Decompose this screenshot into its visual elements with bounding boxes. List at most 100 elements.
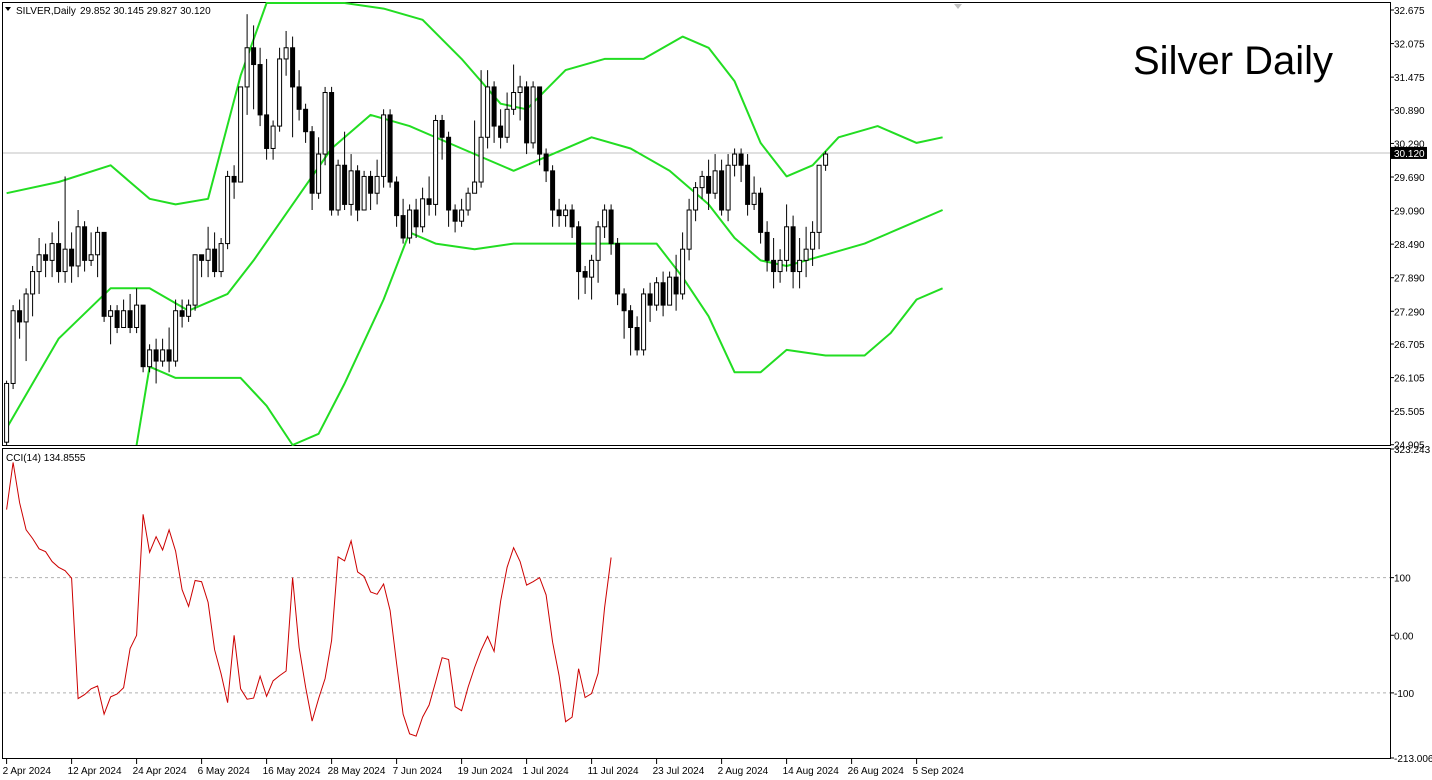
candle-bull	[680, 248, 686, 295]
candle-bear	[251, 47, 257, 66]
time-tick-label: 2 Aug 2024	[718, 766, 769, 777]
time-tick-label: 23 Jul 2024	[653, 766, 705, 777]
candle-bull	[75, 226, 81, 267]
candle-bear	[758, 192, 764, 233]
candle-bull	[270, 125, 276, 149]
candle-bear	[82, 226, 88, 261]
time-tick-label: 6 May 2024	[198, 766, 251, 777]
candle-bull	[30, 271, 36, 295]
time-tick-label: 12 Apr 2024	[68, 766, 122, 777]
candle-bear	[413, 209, 419, 228]
cci-tick-label: -213.006	[1394, 754, 1432, 765]
candle-bull	[225, 175, 231, 245]
candle-bull	[810, 231, 816, 250]
candle-bear	[69, 248, 75, 267]
candle-bull	[504, 108, 510, 138]
price-tick-label: 25.505	[1394, 407, 1425, 418]
candle-bear	[394, 181, 400, 217]
candle-bull	[823, 153, 829, 166]
candle-bull	[699, 175, 705, 189]
candle-bear	[582, 271, 588, 278]
candle-bull	[335, 164, 341, 211]
candle-bull	[374, 175, 380, 194]
candle-bear	[446, 136, 452, 211]
candle-bull	[192, 254, 198, 306]
candle-bull	[134, 304, 140, 329]
candle-bear	[127, 310, 133, 329]
cci-panel-frame	[2, 448, 1391, 759]
candle-bear	[166, 349, 172, 362]
candle-bear	[764, 231, 770, 261]
candle-bear	[290, 47, 296, 88]
candle-bull	[88, 254, 94, 261]
time-tick-label: 16 May 2024	[263, 766, 321, 777]
candle-bear	[212, 248, 218, 273]
candle-bull	[108, 310, 114, 317]
candle-bear	[17, 310, 23, 323]
candle-bear	[56, 243, 62, 273]
candle-bear	[498, 125, 504, 138]
candle-bull	[725, 164, 731, 211]
time-tick-label: 19 Jun 2024	[458, 766, 513, 777]
candle-bear	[790, 226, 796, 273]
candle-bull	[62, 248, 68, 273]
time-tick-label: 1 Jul 2024	[523, 766, 570, 777]
bollinger-lower-band	[135, 231, 943, 446]
candle-bull	[381, 114, 387, 177]
candle-bull	[4, 382, 10, 443]
candle-bear	[303, 108, 309, 133]
candle-bull	[816, 164, 822, 233]
candle-bull	[23, 293, 29, 323]
candle-bull	[186, 304, 192, 317]
candle-bull	[751, 192, 757, 205]
candle-bull	[784, 226, 790, 261]
candle-bull	[361, 175, 367, 211]
candle-bear	[647, 293, 653, 306]
scroll-marker-icon[interactable]	[954, 4, 962, 9]
candle-bull	[205, 248, 211, 261]
candle-bear	[615, 243, 621, 295]
candle-bull	[803, 248, 809, 261]
candle-bull	[459, 209, 465, 222]
chart-title: Silver Daily	[1133, 39, 1333, 83]
candle-bull	[465, 192, 471, 211]
candle-bull	[485, 86, 491, 138]
price-tick-label: 26.105	[1394, 374, 1425, 385]
cci-tick-label: 323.243	[1394, 445, 1431, 456]
candle-bull	[173, 310, 179, 362]
candle-bull	[641, 293, 647, 351]
candle-bear	[342, 164, 348, 205]
candle-bear	[264, 114, 270, 149]
candle-bear	[621, 293, 627, 312]
price-tick-label: 32.075	[1394, 40, 1425, 51]
candle-bear	[329, 92, 335, 211]
time-tick-label: 7 Jun 2024	[393, 766, 443, 777]
candle-bull	[283, 47, 289, 60]
candle-bear	[309, 131, 315, 194]
candle-bull	[95, 231, 101, 256]
candle-bull	[121, 310, 127, 329]
candle-bear	[387, 114, 393, 183]
candle-bear	[439, 119, 445, 138]
candle-bear	[706, 175, 712, 194]
price-tick-label: 30.290	[1394, 139, 1425, 150]
symbol-dropdown-icon[interactable]	[5, 7, 11, 11]
candle-bear	[543, 153, 549, 172]
time-tick-label: 5 Sep 2024	[913, 766, 965, 777]
indicator-label: CCI(14) 134.8555	[6, 453, 86, 464]
candle-bear	[745, 164, 751, 205]
candle-bull	[517, 86, 523, 94]
price-tick-label: 27.290	[1394, 307, 1425, 318]
candle-bear	[524, 86, 530, 144]
candle-bear	[608, 209, 614, 245]
candle-bull	[654, 282, 660, 306]
candle-bull	[316, 153, 322, 194]
candle-bull	[732, 153, 738, 166]
time-tick-label: 2 Apr 2024	[3, 766, 52, 777]
candle-bull	[10, 310, 16, 384]
candle-bull	[472, 181, 478, 194]
cci-tick-label: 100	[1394, 574, 1411, 585]
candle-bear	[43, 254, 49, 261]
price-panel-frame	[2, 2, 1391, 446]
candle-bull	[602, 209, 608, 228]
